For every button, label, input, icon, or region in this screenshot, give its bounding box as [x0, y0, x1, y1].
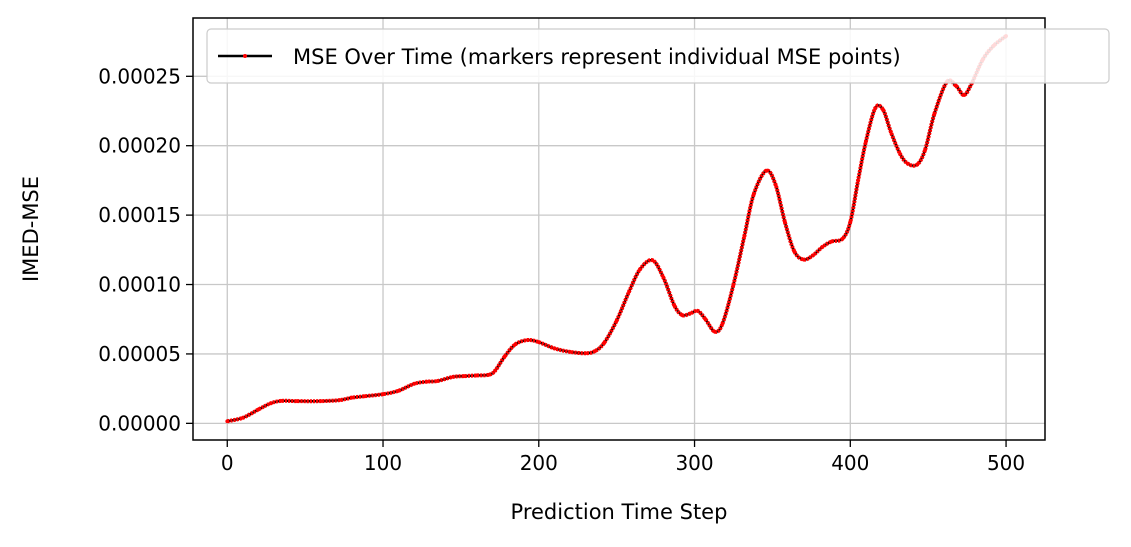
- mse-point: [627, 289, 632, 294]
- mse-point: [782, 220, 787, 224]
- mse-point: [764, 168, 769, 173]
- mse-point: [898, 152, 903, 156]
- mse-point: [568, 349, 572, 354]
- y-tick-label: 0.00005: [98, 342, 181, 366]
- mse-point: [915, 162, 920, 167]
- mse-point: [513, 342, 518, 347]
- mse-point: [962, 93, 966, 97]
- mse-point: [811, 253, 815, 258]
- mse-point: [751, 192, 756, 197]
- ticks: 0 100 200 300 400 500 0.00000 0.00005 0.00010 0.0…: [98, 64, 1025, 475]
- x-tick-label: 0: [221, 451, 234, 475]
- mse-point: [873, 106, 878, 111]
- mse-point: [773, 182, 778, 187]
- mse-point: [863, 139, 868, 144]
- y-tick-label: 0.00020: [98, 134, 181, 158]
- mse-point: [451, 374, 456, 379]
- y-tick-label: 0.00015: [98, 203, 181, 227]
- mse-point: [493, 368, 498, 373]
- mse-point: [703, 317, 708, 322]
- y-tick-label: 0.00000: [98, 411, 181, 435]
- mse-point: [954, 84, 959, 88]
- y-axis-label: IMED-MSE: [19, 176, 43, 282]
- mse-point: [661, 275, 666, 280]
- mse-point: [412, 381, 417, 386]
- mse-point: [295, 399, 300, 404]
- legend: MSE Over Time (markers represent individ…: [206, 28, 1110, 84]
- mse-point: [731, 282, 736, 287]
- legend-marker-swatch: [243, 54, 247, 58]
- mse-point: [525, 338, 530, 342]
- mse-point: [256, 407, 261, 412]
- mse-point: [474, 373, 479, 378]
- mse-point: [680, 313, 684, 317]
- x-tick-label: 100: [364, 451, 402, 475]
- mse-series-line: [227, 35, 1007, 423]
- mse-point: [881, 107, 885, 112]
- mse-point: [583, 351, 588, 356]
- y-tick-label: 0.00025: [98, 64, 181, 88]
- mse-point: [225, 419, 230, 424]
- mse-point: [424, 379, 429, 384]
- mse-point: [888, 129, 893, 134]
- plot-frame: [192, 17, 1046, 441]
- x-tick-label: 300: [675, 451, 713, 475]
- mse-point: [318, 399, 323, 404]
- mse-point: [687, 311, 692, 316]
- mse-point: [362, 394, 367, 399]
- mse-point: [487, 372, 491, 377]
- mse-series-markers: [226, 34, 1008, 424]
- mse-point: [552, 346, 557, 351]
- mse-point: [695, 309, 700, 313]
- mse-point: [337, 398, 342, 403]
- x-tick-label: 200: [520, 451, 558, 475]
- mse-point: [792, 249, 797, 254]
- mse-point: [592, 349, 597, 354]
- mse-point: [820, 245, 825, 249]
- mse-point: [801, 257, 806, 262]
- mse-point: [279, 398, 284, 403]
- mse-point: [742, 234, 747, 238]
- mse-point: [268, 401, 273, 406]
- series-layer: [225, 34, 1008, 424]
- x-tick-label: 400: [831, 451, 869, 475]
- legend-box: [206, 28, 1110, 84]
- x-tick-label: 500: [987, 451, 1025, 475]
- mse-point: [435, 379, 440, 383]
- mse-point: [614, 318, 619, 323]
- mse-point: [650, 258, 655, 263]
- mse-point: [396, 388, 401, 393]
- legend-entry-label: MSE Over Time (markers represent individ…: [293, 45, 901, 69]
- mse-point: [672, 303, 677, 308]
- mse-point: [602, 340, 607, 345]
- y-tick-label: 0.00010: [98, 273, 181, 297]
- mse-point: [638, 267, 642, 272]
- mse-point: [932, 111, 937, 116]
- mse-point: [848, 220, 853, 224]
- mse-point: [240, 415, 245, 420]
- mse-point: [906, 161, 910, 166]
- mse-point: [720, 321, 725, 326]
- mse-point: [349, 395, 354, 400]
- mse-point: [840, 236, 845, 241]
- mse-point: [923, 147, 927, 152]
- mse-point: [829, 239, 834, 244]
- mse-point: [536, 340, 541, 345]
- mse-point: [712, 329, 717, 334]
- mse-point: [381, 392, 385, 397]
- mse-point: [856, 178, 860, 183]
- mse-point: [502, 354, 507, 359]
- mse-point: [462, 374, 466, 379]
- x-axis-label: Prediction Time Step: [511, 500, 728, 524]
